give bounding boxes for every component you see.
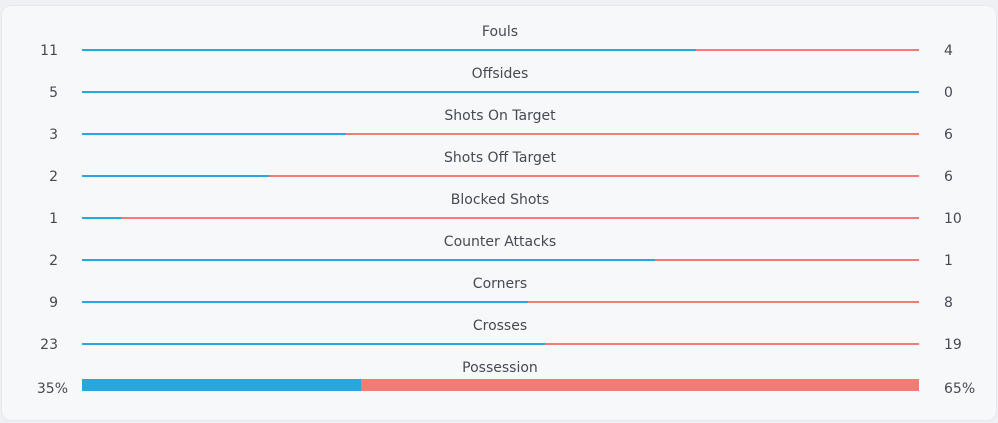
possession-bar [82, 379, 919, 391]
away-bar-segment [528, 301, 919, 303]
home-value: 2 [49, 169, 58, 185]
stat-row-possession: Possession 35% 65% [2, 359, 998, 401]
stat-label: Shots On Target [444, 108, 556, 124]
stat-row-shots-off-target: Shots Off Target 2 6 [2, 149, 998, 191]
stat-row-shots-on-target: Shots On Target 3 6 [2, 107, 998, 149]
away-possession-value: 65% [944, 381, 976, 397]
away-bar-segment [360, 379, 919, 391]
stat-bar [82, 343, 919, 345]
home-bar-segment [82, 343, 545, 345]
home-bar-segment [82, 49, 696, 51]
away-bar-segment [121, 217, 919, 219]
stat-label: Counter Attacks [443, 234, 557, 250]
stat-row-crosses: Crosses 23 19 [2, 317, 998, 359]
stat-bar [82, 217, 919, 219]
away-value: 6 [944, 127, 953, 143]
stat-row-fouls: Fouls 11 4 [2, 23, 998, 65]
home-bar-segment [82, 379, 361, 391]
away-value: 19 [944, 337, 962, 353]
home-value: 23 [40, 337, 58, 353]
stat-row-counter-attacks: Counter Attacks 2 1 [2, 233, 998, 275]
home-bar-segment [82, 217, 122, 219]
stat-label: Corners [472, 276, 528, 292]
home-value: 11 [40, 43, 58, 59]
away-bar-segment [544, 343, 919, 345]
stat-row-blocked-shots: Blocked Shots 1 10 [2, 191, 998, 233]
home-bar-segment [82, 133, 347, 135]
home-value: 2 [49, 253, 58, 269]
stat-bar [82, 175, 919, 177]
home-bar-segment [82, 301, 529, 303]
away-value: 1 [944, 253, 953, 269]
away-bar-segment [654, 259, 919, 261]
stat-bar [82, 49, 919, 51]
stat-bar [82, 301, 919, 303]
home-bar-segment [82, 259, 655, 261]
home-value: 1 [49, 211, 58, 227]
stat-label: Crosses [472, 318, 528, 334]
away-value: 8 [944, 295, 953, 311]
away-value: 10 [944, 211, 962, 227]
match-stats-panel: Fouls 11 4 Offsides 5 0 Shots On Target … [1, 5, 997, 421]
home-bar-segment [82, 175, 270, 177]
stat-bar [82, 133, 919, 135]
away-bar-segment [269, 175, 919, 177]
home-value: 5 [49, 85, 58, 101]
stat-row-offsides: Offsides 5 0 [2, 65, 998, 107]
away-bar-segment [346, 133, 919, 135]
stat-label: Fouls [481, 24, 519, 40]
stat-row-corners: Corners 9 8 [2, 275, 998, 317]
home-possession-value: 35% [36, 381, 68, 397]
stat-bar [82, 259, 919, 261]
home-bar-segment [82, 91, 919, 93]
home-value: 9 [49, 295, 58, 311]
away-value: 0 [944, 85, 953, 101]
away-value: 6 [944, 169, 953, 185]
stat-label: Shots Off Target [444, 150, 556, 166]
stat-label: Offsides [471, 66, 529, 82]
stat-label: Blocked Shots [450, 192, 550, 208]
home-value: 3 [49, 127, 58, 143]
stat-bar [82, 91, 919, 93]
stat-label: Possession [462, 360, 538, 376]
away-value: 4 [944, 43, 953, 59]
away-bar-segment [695, 49, 919, 51]
